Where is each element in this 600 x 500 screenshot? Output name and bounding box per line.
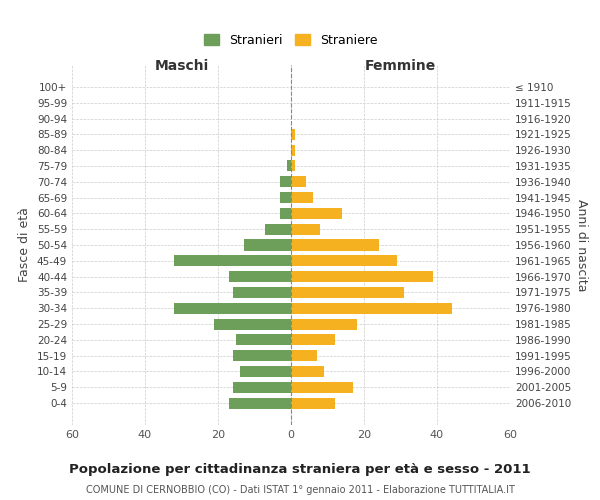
Bar bbox=[236, 334, 291, 345]
Bar bbox=[291, 350, 317, 361]
Bar bbox=[291, 240, 379, 250]
Bar bbox=[233, 350, 291, 361]
Bar bbox=[291, 318, 356, 330]
Bar bbox=[174, 256, 291, 266]
Y-axis label: Anni di nascita: Anni di nascita bbox=[575, 198, 588, 291]
Bar bbox=[291, 256, 397, 266]
Bar bbox=[291, 192, 313, 203]
Bar bbox=[229, 398, 291, 408]
Bar bbox=[291, 302, 452, 314]
Bar bbox=[291, 382, 353, 393]
Bar bbox=[291, 208, 342, 219]
Bar bbox=[291, 366, 324, 377]
Bar bbox=[291, 398, 335, 408]
Bar bbox=[214, 318, 291, 330]
Text: Popolazione per cittadinanza straniera per età e sesso - 2011: Popolazione per cittadinanza straniera p… bbox=[69, 462, 531, 475]
Bar bbox=[280, 192, 291, 203]
Bar bbox=[229, 271, 291, 282]
Text: COMUNE DI CERNOBBIO (CO) - Dati ISTAT 1° gennaio 2011 - Elaborazione TUTTITALIA.: COMUNE DI CERNOBBIO (CO) - Dati ISTAT 1°… bbox=[86, 485, 514, 495]
Bar bbox=[291, 144, 295, 156]
Bar bbox=[291, 176, 305, 188]
Bar bbox=[233, 382, 291, 393]
Bar bbox=[291, 224, 320, 234]
Bar bbox=[265, 224, 291, 234]
Bar bbox=[291, 287, 404, 298]
Y-axis label: Fasce di età: Fasce di età bbox=[19, 208, 31, 282]
Bar bbox=[280, 176, 291, 188]
Bar bbox=[291, 129, 295, 140]
Text: Maschi: Maschi bbox=[154, 58, 209, 72]
Bar bbox=[291, 160, 295, 172]
Bar bbox=[291, 334, 335, 345]
Bar bbox=[240, 366, 291, 377]
Bar bbox=[287, 160, 291, 172]
Bar bbox=[280, 208, 291, 219]
Bar bbox=[291, 271, 433, 282]
Bar bbox=[233, 287, 291, 298]
Text: Femmine: Femmine bbox=[365, 58, 436, 72]
Bar bbox=[174, 302, 291, 314]
Bar bbox=[244, 240, 291, 250]
Legend: Stranieri, Straniere: Stranieri, Straniere bbox=[199, 29, 383, 52]
